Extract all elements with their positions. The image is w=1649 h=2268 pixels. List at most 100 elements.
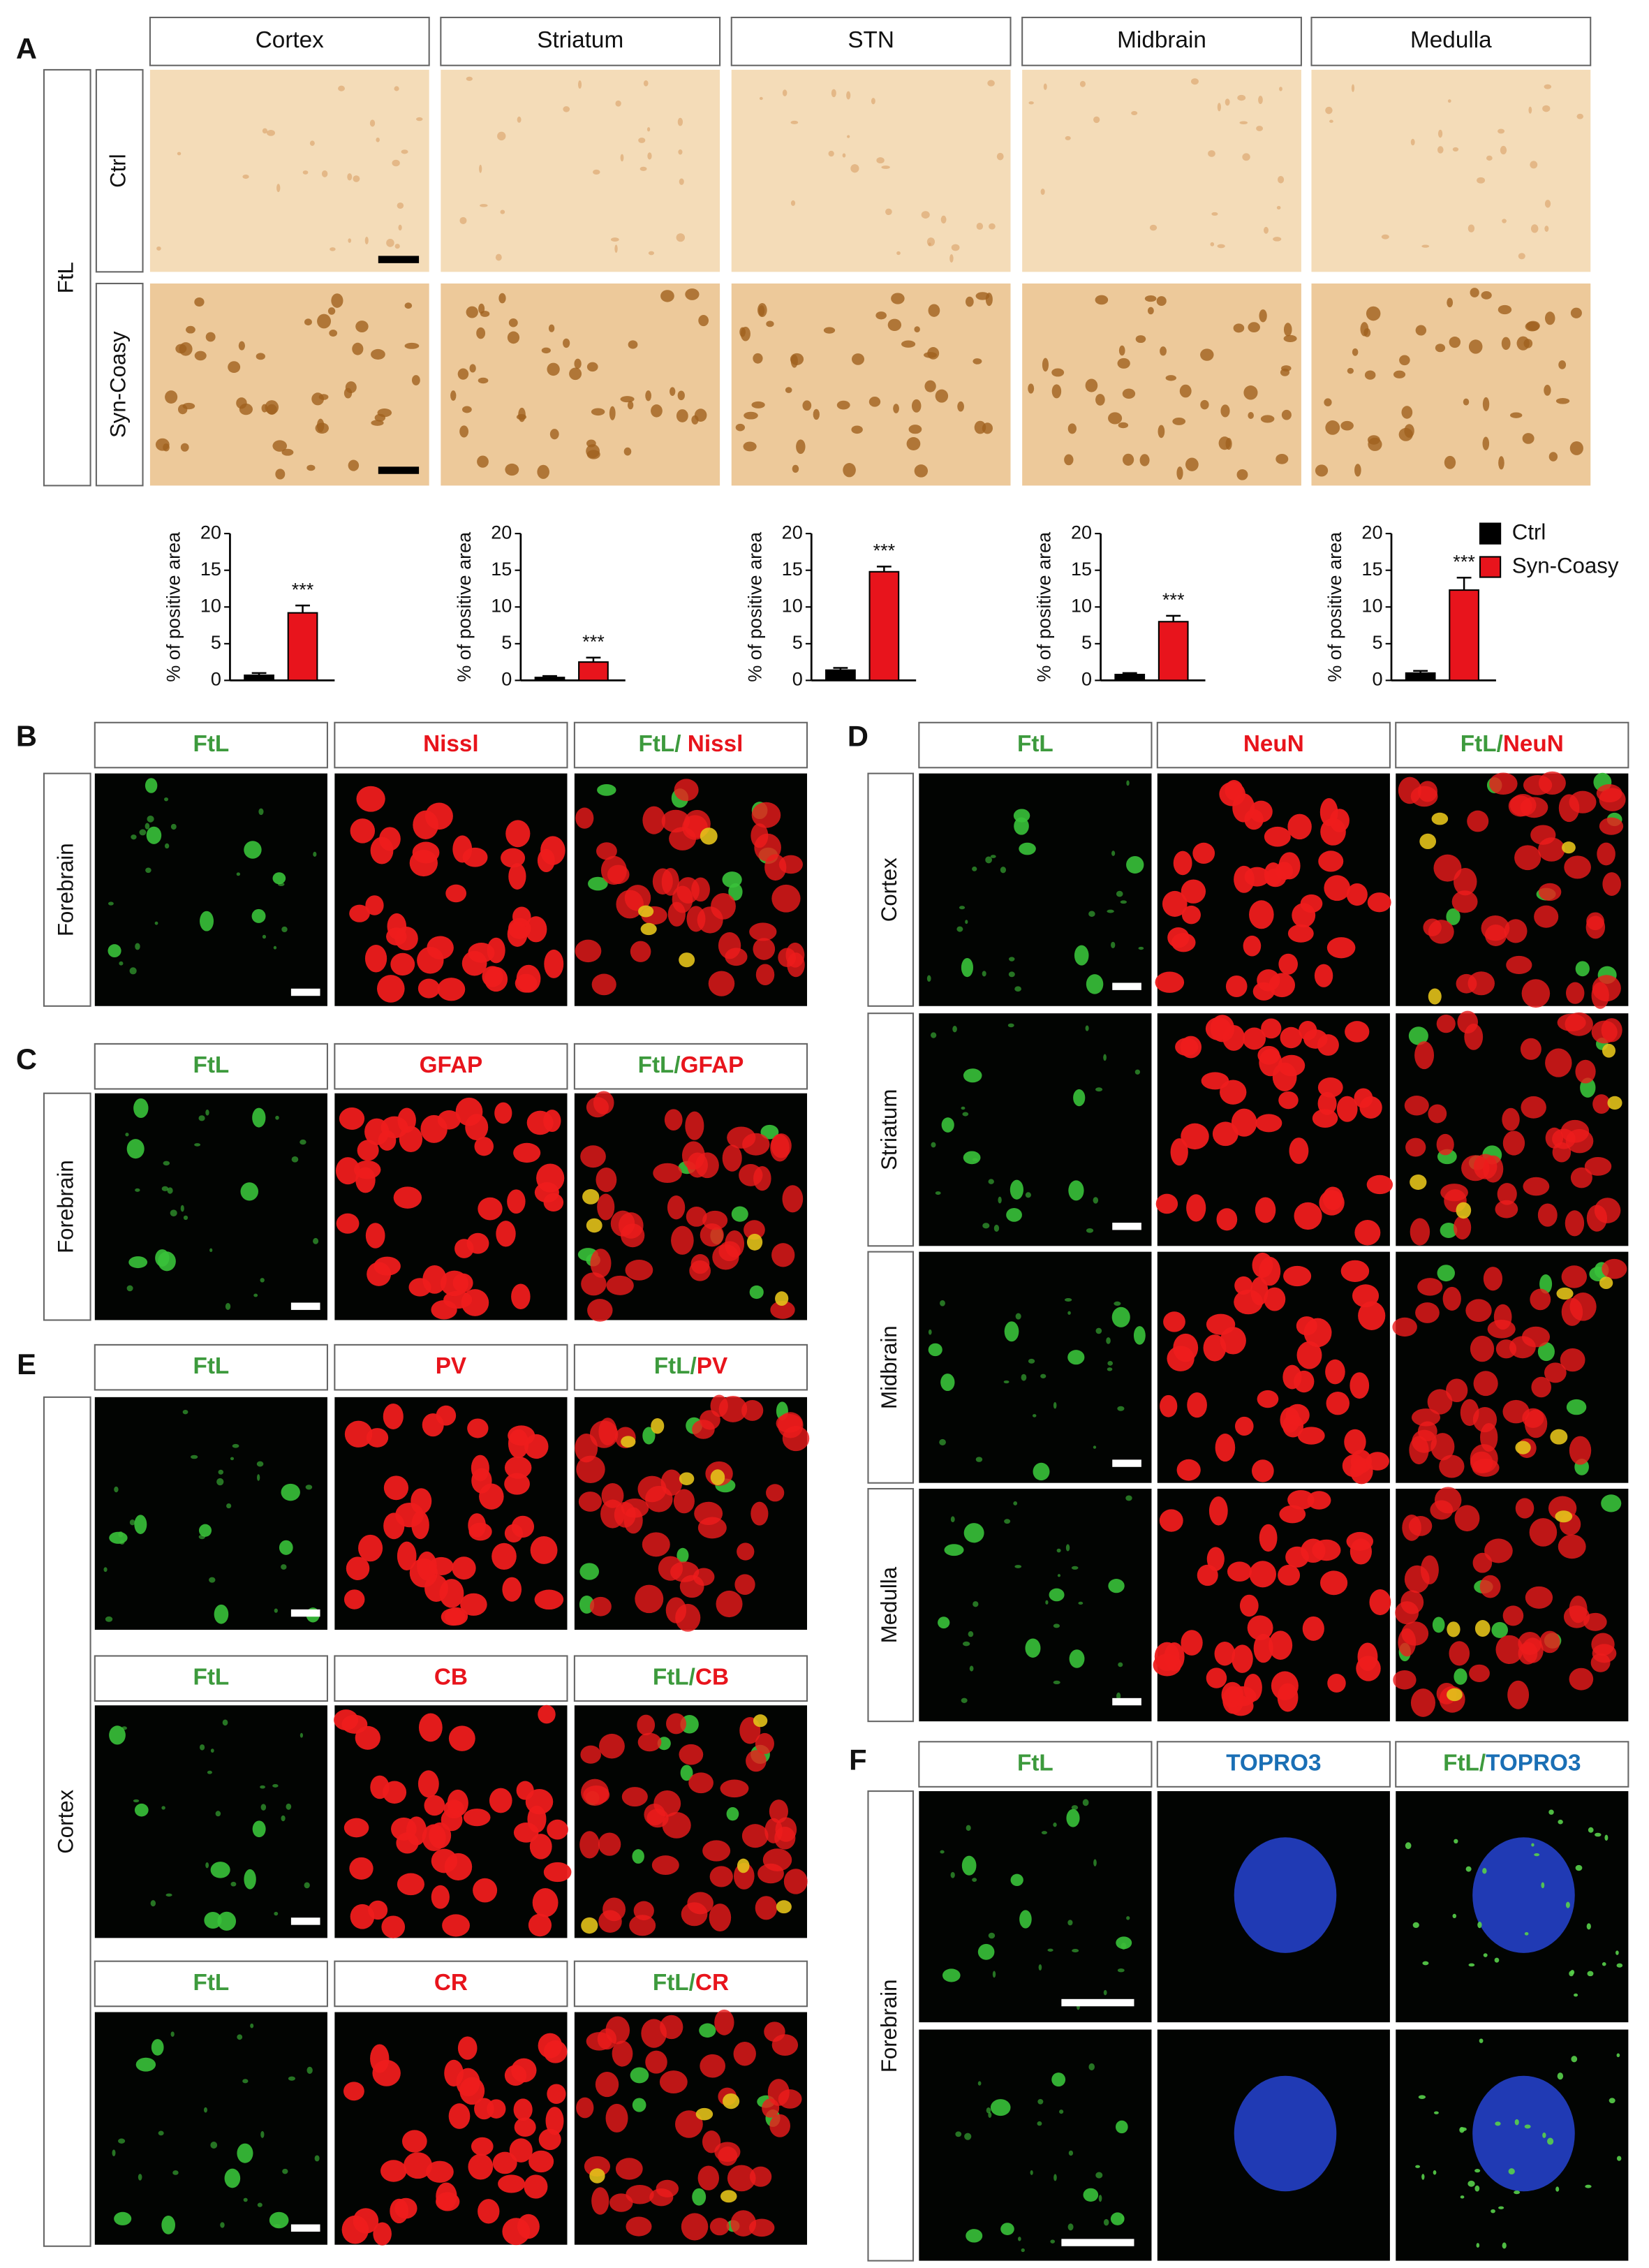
- cell: [190, 1455, 198, 1459]
- cell: [491, 1542, 517, 1570]
- cell: [1410, 138, 1415, 146]
- micrograph: [1396, 1791, 1629, 2023]
- cell: [914, 326, 920, 333]
- cell: [651, 1418, 665, 1434]
- cell: [676, 233, 686, 242]
- cell: [662, 1812, 691, 1839]
- cell: [1347, 367, 1354, 374]
- cell: [543, 1862, 572, 1883]
- cell: [1068, 2150, 1074, 2156]
- cell: [597, 784, 616, 796]
- cell: [671, 1225, 694, 1255]
- cell: [598, 1910, 622, 1933]
- cell: [660, 2015, 683, 2040]
- cell: [330, 247, 336, 251]
- cell: [614, 244, 618, 253]
- micrograph: [731, 69, 1011, 272]
- cell: [304, 1882, 310, 1889]
- cell: [751, 401, 765, 408]
- cell: [508, 918, 531, 939]
- cell: [1463, 398, 1470, 406]
- cell: [274, 1911, 279, 1916]
- cell: [378, 1130, 397, 1151]
- cell: [1482, 436, 1490, 450]
- cell: [217, 1911, 237, 1931]
- cell: [1317, 1077, 1343, 1098]
- cell: [769, 2114, 790, 2137]
- cell: [1442, 1286, 1461, 1311]
- cell: [988, 1932, 996, 1939]
- cell: [955, 2131, 962, 2137]
- header-part: PV: [436, 1353, 466, 1379]
- label-box: [867, 1012, 915, 1247]
- cell: [940, 215, 947, 224]
- y-tick-label: 0: [501, 669, 512, 690]
- cell: [1509, 1336, 1536, 1359]
- cell: [355, 321, 369, 332]
- cell: [200, 911, 214, 932]
- cell: [681, 2213, 709, 2241]
- cell: [397, 1541, 417, 1571]
- y-tick-label: 5: [501, 632, 512, 653]
- micrograph: [1022, 284, 1301, 486]
- cell: [926, 975, 931, 982]
- header-part: GFAP: [681, 1052, 744, 1078]
- cell: [941, 1117, 954, 1133]
- cell: [151, 2039, 164, 2056]
- cell: [700, 1410, 720, 1430]
- cell: [1071, 1566, 1079, 1570]
- cell: [1502, 1399, 1530, 1424]
- y-tick-label: 5: [211, 632, 221, 653]
- cell: [513, 1142, 541, 1163]
- cell: [1093, 1445, 1097, 1449]
- cell: [1508, 2168, 1515, 2175]
- cell: [1121, 2215, 1125, 2222]
- cell: [492, 2151, 517, 2174]
- cell: [642, 1427, 656, 1445]
- cell: [621, 1436, 636, 1448]
- cell: [896, 251, 901, 256]
- header-part: GFAP: [420, 1052, 483, 1078]
- cell: [645, 2050, 667, 2074]
- cell: [260, 1278, 265, 1283]
- cell: [471, 1468, 492, 1494]
- micrograph-bg: [919, 2029, 1152, 2261]
- cell: [1047, 1948, 1053, 1952]
- cell: [468, 943, 495, 963]
- cell: [771, 1243, 795, 1267]
- error-bar: [1122, 672, 1137, 675]
- cell: [459, 425, 469, 438]
- cell: [1170, 1138, 1188, 1166]
- cell: [1534, 1853, 1540, 1857]
- cell: [161, 1806, 165, 1810]
- cell: [1454, 1668, 1467, 1685]
- header-part: FtL/: [638, 1052, 681, 1078]
- cell: [575, 807, 594, 829]
- cell: [1514, 2190, 1521, 2195]
- cell: [1346, 883, 1368, 906]
- cell: [1456, 973, 1477, 994]
- cell: [517, 2214, 540, 2239]
- header-box: [573, 1655, 808, 1702]
- cell: [586, 2032, 612, 2051]
- cell: [1206, 1547, 1225, 1571]
- error-bar: [295, 604, 310, 613]
- cell: [1155, 1193, 1178, 1214]
- cell: [242, 2079, 249, 2084]
- header: TOPRO3: [1226, 1750, 1321, 1776]
- cell: [460, 1593, 487, 1616]
- label: Striatum: [537, 27, 623, 53]
- cell: [536, 1163, 565, 1193]
- cell: [587, 1299, 613, 1322]
- cell: [1253, 1633, 1273, 1663]
- cell: [1244, 867, 1270, 887]
- cell: [1575, 1864, 1583, 1871]
- cell: [436, 1405, 457, 1426]
- y-tick-label: 20: [1071, 522, 1092, 543]
- cell: [597, 1193, 615, 1221]
- cell: [377, 408, 392, 418]
- cell: [638, 138, 646, 143]
- cell: [1093, 1859, 1097, 1866]
- cell: [417, 978, 440, 999]
- cell: [1037, 2121, 1042, 2126]
